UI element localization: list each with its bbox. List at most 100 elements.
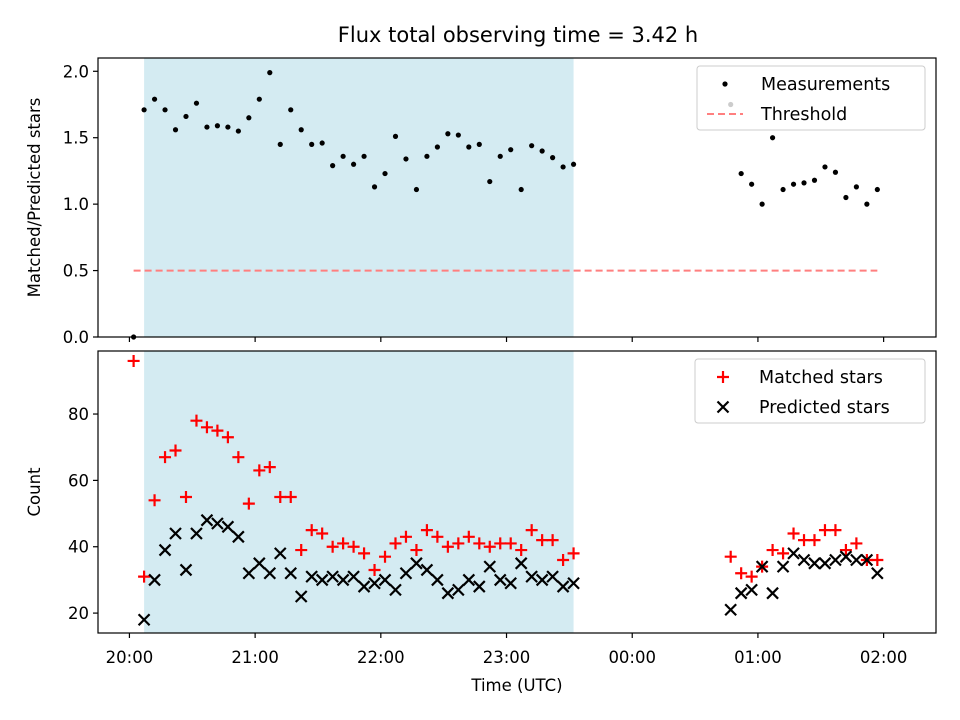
measurements-point — [790, 181, 797, 187]
matched-stars-point — [221, 431, 234, 444]
predicted-stars-point — [535, 573, 549, 587]
x-tick-label: 01:00 — [734, 648, 782, 667]
legend-label: Measurements — [761, 75, 890, 95]
measurements-point — [151, 96, 158, 102]
predicted-stars-point — [389, 583, 402, 597]
measurements-point — [267, 70, 273, 76]
x-tick-label: 00:00 — [608, 648, 656, 667]
matched-stars-point — [326, 540, 339, 553]
predicted-stars-point — [829, 553, 842, 567]
x-tick-label: 23:00 — [483, 648, 531, 667]
predicted-stars-point — [745, 583, 758, 597]
legend-box — [694, 358, 926, 424]
predicted-stars-point — [787, 547, 800, 560]
matched-stars-point — [798, 534, 811, 547]
y-axis-label: Count — [25, 467, 44, 517]
matched-stars-point — [504, 537, 517, 550]
measurements-point — [811, 177, 818, 183]
matched-stars-point — [211, 424, 224, 437]
matched-stars-point — [410, 544, 423, 557]
predicted-stars-point — [158, 543, 172, 557]
measurements-point — [529, 143, 535, 149]
matched-stars-point — [263, 461, 276, 474]
predicted-stars-point — [431, 573, 444, 587]
measurements-point — [738, 170, 744, 177]
y-tick-label: 1.5 — [63, 129, 89, 148]
axes-frame — [97, 350, 937, 634]
matched-stars-point — [127, 354, 140, 367]
legend-box — [696, 65, 926, 131]
predicted-stars-point — [420, 563, 434, 577]
matched-stars-point — [567, 547, 580, 560]
predicted-stars-point — [724, 603, 737, 617]
legend-swatch — [722, 81, 728, 87]
predicted-stars-point — [808, 557, 821, 570]
matched-stars-point — [441, 540, 454, 553]
matched-stars-point — [159, 451, 172, 464]
measurements-point — [172, 127, 179, 133]
matched-stars-point — [295, 544, 308, 557]
matched-stars-point — [358, 547, 371, 560]
matched-stars-point — [431, 530, 444, 543]
predicted-stars-point — [315, 573, 329, 587]
y-tick-label: 0.0 — [63, 328, 89, 347]
measurements-point — [539, 148, 545, 154]
measurements-point — [832, 169, 839, 175]
predicted-stars-point — [148, 573, 161, 587]
predicted-stars-point — [378, 573, 392, 587]
measurements-point — [204, 124, 210, 130]
measurements-point — [183, 113, 189, 120]
measurements-point — [382, 170, 388, 177]
measurements-point — [853, 184, 859, 190]
matched-stars-point — [745, 570, 758, 583]
measurements-point — [424, 153, 430, 159]
measurements-point — [319, 140, 325, 146]
legend-label: Threshold — [760, 105, 847, 125]
measurements-point — [193, 100, 200, 106]
measurements-point — [801, 180, 807, 186]
predicted-stars-point — [294, 590, 308, 603]
measurements-point — [466, 144, 472, 150]
matched-stars-point — [777, 547, 790, 560]
matched-stars-point — [368, 563, 381, 576]
matched-stars-point — [379, 550, 392, 563]
matched-stars-point — [179, 490, 192, 503]
predicted-stars-point — [273, 547, 287, 560]
measurements-point — [371, 184, 378, 190]
measurements-point — [769, 135, 776, 141]
measurements-point — [518, 186, 524, 193]
measurements-point — [246, 115, 252, 121]
x-tick-label: 21:00 — [231, 648, 279, 667]
predicted-stars-point — [190, 527, 203, 540]
matched-stars-point — [871, 554, 884, 567]
matched-stars-point — [839, 544, 852, 557]
measurements-point — [434, 144, 440, 150]
predicted-stars-point — [567, 576, 580, 590]
legend-label: Predicted stars — [759, 398, 890, 418]
matched-stars-point — [148, 494, 161, 507]
matched-stars-point — [347, 540, 360, 553]
matched-stars-point — [242, 497, 255, 510]
y-tick-label: 1.0 — [63, 195, 89, 214]
predicted-stars-point — [797, 553, 811, 567]
x-tick-label: 02:00 — [860, 648, 908, 667]
matched-stars-point — [473, 537, 486, 550]
predicted-stars-point — [305, 570, 318, 583]
matched-stars-point — [850, 537, 863, 550]
measurements-point — [277, 141, 283, 147]
predicted-stars-point — [546, 570, 559, 583]
x-tick-label: 22:00 — [357, 648, 405, 667]
measurements-point — [864, 201, 870, 207]
measurements-point — [235, 128, 241, 134]
measurements-point — [476, 141, 482, 147]
predicted-stars-point — [871, 567, 884, 580]
matched-stars-point — [389, 537, 402, 550]
measurements-point — [455, 132, 461, 138]
y-tick-label: 60 — [68, 471, 89, 490]
measurements-point — [780, 186, 786, 193]
matched-stars-point — [766, 544, 779, 557]
matched-stars-point — [787, 527, 800, 540]
predicted-stars-point — [441, 586, 455, 600]
matched-stars-point — [232, 451, 245, 464]
legend-label: Matched stars — [759, 368, 883, 388]
